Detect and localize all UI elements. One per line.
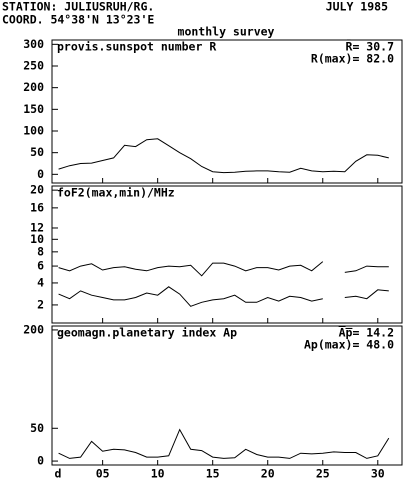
x-tick-label: 05 bbox=[96, 467, 110, 480]
data-line bbox=[344, 265, 389, 273]
y-tick-label: 6 bbox=[37, 259, 44, 273]
y-tick-label: 16 bbox=[30, 200, 44, 214]
x-tick-label: 15 bbox=[206, 467, 220, 480]
y-tick-label: 8 bbox=[37, 244, 44, 258]
y-tick-label: 250 bbox=[23, 59, 44, 73]
y-tick-label: 10 bbox=[30, 232, 44, 246]
y-tick-label: 50 bbox=[30, 145, 44, 159]
panel-title: geomagn.planetary index Ap bbox=[57, 326, 237, 340]
y-tick-label: 0 bbox=[37, 167, 44, 181]
x-tick-label: 10 bbox=[151, 467, 165, 480]
annotation: R(max)= 82.0 bbox=[311, 52, 394, 66]
y-tick-label: 2 bbox=[37, 297, 44, 311]
station: STATION: JULIUSRUH/RG. bbox=[2, 0, 154, 14]
y-tick-label: 50 bbox=[30, 421, 44, 435]
x-axis-label: d bbox=[55, 467, 62, 480]
x-tick-label: 20 bbox=[261, 467, 275, 480]
y-tick-label: 200 bbox=[23, 80, 44, 94]
y-tick-label: 0 bbox=[37, 454, 44, 468]
y-tick-label: 20 bbox=[30, 183, 44, 197]
data-line bbox=[58, 138, 389, 174]
annotation: R̄= 30.7 bbox=[346, 38, 395, 53]
y-tick-label: 4 bbox=[37, 275, 44, 289]
panel-frame bbox=[51, 325, 403, 466]
x-tick-label: 25 bbox=[316, 467, 330, 480]
data-line bbox=[344, 289, 389, 300]
data-line bbox=[58, 428, 390, 459]
panel-frame bbox=[51, 185, 403, 324]
panel-title: provis.sunspot number R bbox=[57, 40, 216, 54]
subtitle: monthly survey bbox=[178, 25, 275, 39]
y-tick-label: 100 bbox=[23, 124, 44, 138]
date: JULY 1985 bbox=[326, 0, 388, 14]
y-tick-label: 12 bbox=[30, 220, 44, 234]
y-tick-label: 200 bbox=[23, 322, 44, 336]
x-tick-label: 30 bbox=[371, 467, 385, 480]
data-line bbox=[58, 261, 324, 277]
y-tick-label: 300 bbox=[23, 37, 44, 51]
panel-frame bbox=[51, 39, 403, 184]
data-line bbox=[58, 286, 323, 307]
y-tick-label: 150 bbox=[23, 102, 44, 116]
annotation: Ap(max)= 48.0 bbox=[304, 338, 394, 352]
panel-title: foF2(max,min)/MHz bbox=[57, 186, 175, 200]
annotation: A̅p̅= 14.2 bbox=[339, 325, 394, 339]
coord: COORD. 54°38'N 13°23'E bbox=[2, 13, 154, 27]
